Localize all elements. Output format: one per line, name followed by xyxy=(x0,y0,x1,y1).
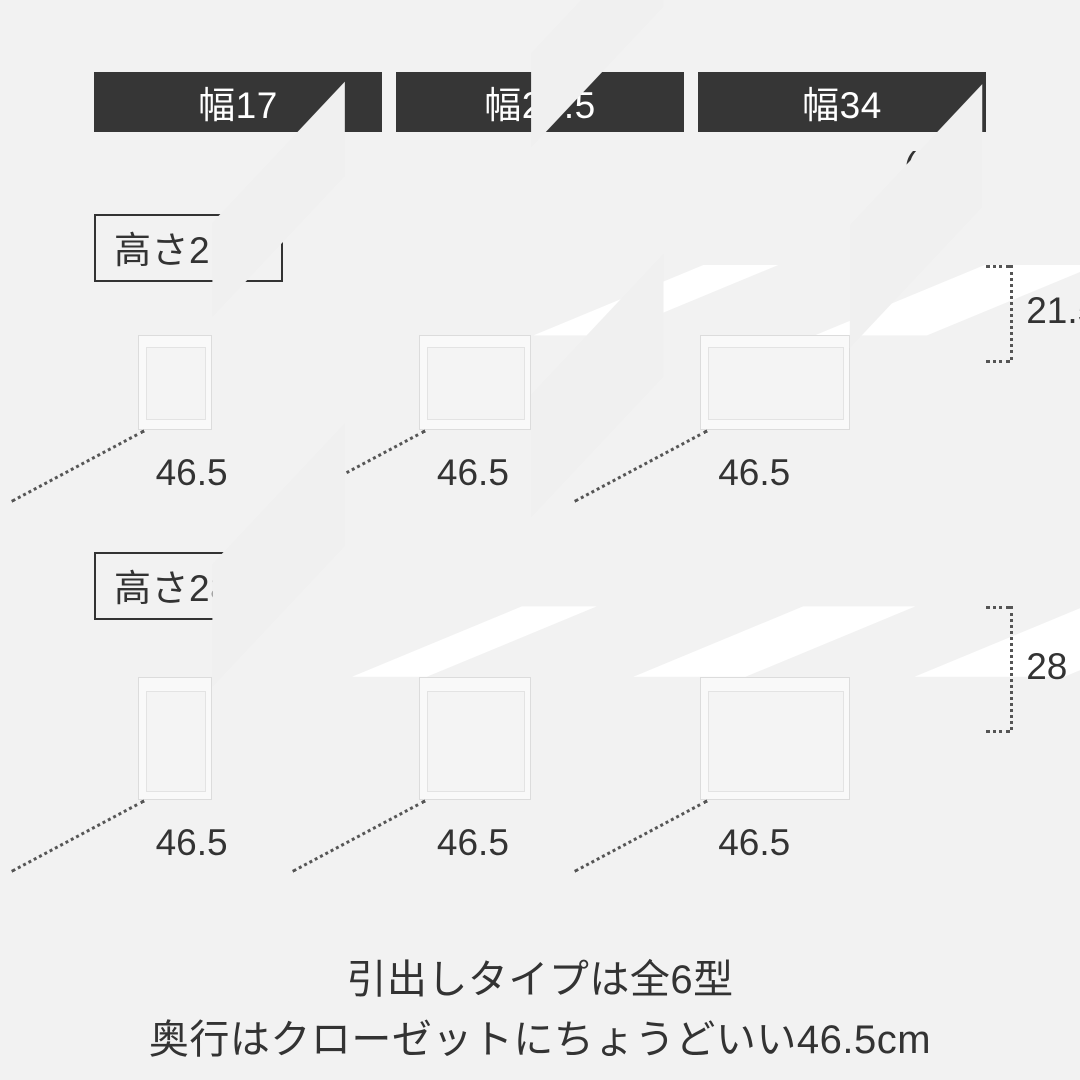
caption-line-1: 引出しタイプは全6型 xyxy=(0,950,1080,1010)
depth-dashed-line xyxy=(292,800,426,873)
caption-line-2: 奥行はクローゼットにちょうどいい46.5cm xyxy=(0,1010,1080,1070)
depth-dashed-line xyxy=(11,800,145,873)
depth-label: 46.5 xyxy=(718,452,790,494)
depth-dashed-line xyxy=(11,430,145,503)
depth-dashed-line xyxy=(574,800,708,873)
depth-label: 46.5 xyxy=(156,822,228,864)
depth-label: 46.5 xyxy=(718,822,790,864)
height-value: 21.5 xyxy=(1026,290,1080,332)
height-dashed-line xyxy=(1010,265,1013,360)
height-dashed-line xyxy=(1010,606,1013,729)
stage: 幅17 幅25.5 幅34 (cm) 高さ21.5 高さ28 46.546.54… xyxy=(0,0,1080,1080)
height-value: 28 xyxy=(1026,646,1067,688)
width-header-3: 幅34 xyxy=(698,72,986,132)
depth-label: 46.5 xyxy=(156,452,228,494)
depth-label: 46.5 xyxy=(437,822,509,864)
depth-label: 46.5 xyxy=(437,452,509,494)
